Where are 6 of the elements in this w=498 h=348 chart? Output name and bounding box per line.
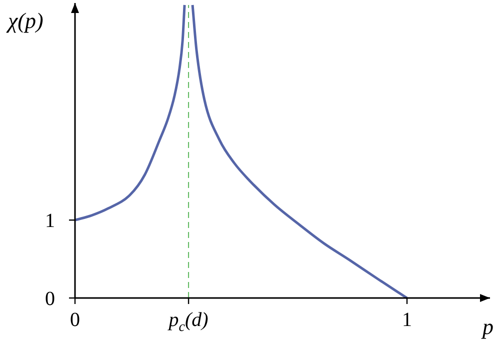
line-series [191,4,408,300]
x-tick-label: 0 [70,309,80,331]
x-tick-label: 1 [402,309,412,331]
line-series [74,4,186,222]
x-axis-title: p [480,314,494,339]
y-axis-title: χ(p) [6,8,44,33]
